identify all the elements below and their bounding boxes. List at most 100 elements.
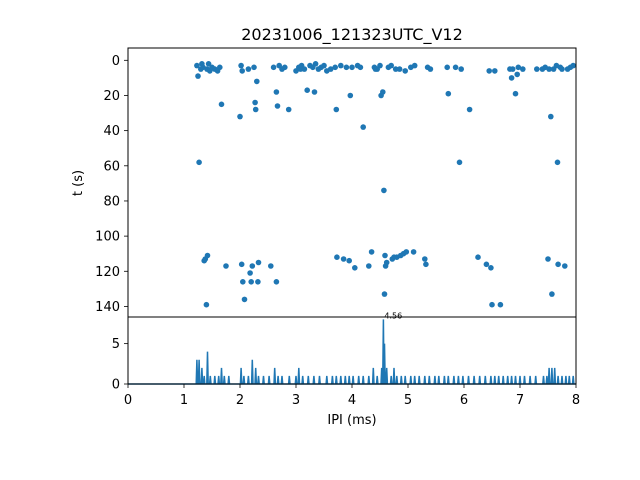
scatter-point — [333, 106, 340, 113]
scatter-point — [203, 301, 210, 308]
scatter-point — [301, 66, 308, 72]
scatter-point — [343, 64, 350, 71]
scatter-point — [554, 159, 561, 166]
scatter-point — [444, 64, 451, 71]
scatter-point — [360, 124, 367, 130]
histogram-line — [128, 319, 576, 385]
scatter-point — [381, 187, 387, 194]
scatter-point — [509, 66, 516, 72]
scatter-point — [382, 252, 388, 259]
histogram-x-tick-label: 1 — [180, 393, 188, 408]
scatter-point — [352, 265, 358, 271]
scatter-point — [456, 159, 463, 166]
scatter-point — [534, 66, 540, 72]
scatter-point — [240, 279, 246, 285]
scatter-point — [423, 261, 429, 268]
scatter-point — [452, 64, 459, 71]
scatter-point — [546, 66, 552, 72]
scatter-point — [255, 259, 262, 266]
scatter-point — [555, 261, 561, 268]
histogram-x-tick-label: 0 — [124, 393, 132, 408]
scatter-point — [445, 90, 452, 97]
scatter-point — [514, 71, 520, 78]
scatter-y-tick-label: 120 — [95, 265, 120, 280]
scatter-point — [562, 263, 568, 269]
peak-annotation: 4.56 — [384, 311, 402, 320]
scatter-point — [249, 263, 256, 269]
scatter-point — [273, 279, 280, 285]
histogram-y-tick-label: 5 — [112, 337, 120, 352]
scatter-point — [458, 66, 465, 72]
scatter-point — [403, 249, 410, 255]
scatter-point — [497, 301, 504, 308]
scatter-point — [366, 263, 372, 269]
histogram-x-tick-label: 7 — [516, 393, 524, 408]
histogram-x-tick-label: 8 — [572, 393, 580, 408]
scatter-y-tick-label: 0 — [112, 54, 120, 69]
scatter-point — [332, 64, 339, 71]
scatter-point — [205, 61, 212, 67]
scatter-point — [204, 252, 211, 259]
histogram-x-tick-label: 3 — [292, 393, 300, 408]
scatter-point — [274, 103, 281, 109]
scatter-point — [255, 279, 261, 285]
scatter-point — [427, 66, 434, 72]
scatter-point — [195, 73, 201, 79]
scatter-point — [422, 256, 428, 262]
scatter-point — [545, 256, 551, 262]
scatter-point — [268, 263, 274, 269]
scatter-point — [241, 296, 248, 303]
scatter-y-tick-label: 140 — [95, 300, 120, 315]
scatter-point — [237, 113, 243, 120]
scatter-point — [253, 78, 260, 85]
scatter-point — [248, 279, 254, 285]
scatter-point — [388, 62, 395, 69]
scatter-point — [223, 263, 229, 269]
scatter-points — [194, 61, 576, 308]
scatter-y-tick-label: 20 — [103, 89, 120, 104]
histogram-x-ticks: 0 1 2 3 4 5 6 7 8 — [124, 384, 580, 408]
scatter-point — [357, 64, 364, 71]
scatter-point — [340, 256, 347, 262]
scatter-point — [238, 261, 245, 268]
scatter-point — [488, 265, 494, 271]
scatter-axes-frame — [127, 47, 577, 318]
histogram-x-tick-label: 5 — [404, 393, 412, 408]
scatter-point — [217, 64, 223, 71]
scatter-y-ticks: 0 20 40 60 80 100 120 140 — [95, 54, 128, 315]
scatter-point — [252, 99, 258, 106]
histogram-x-tick-label: 2 — [236, 393, 244, 408]
scatter-point — [321, 62, 327, 69]
scatter-point — [392, 66, 399, 72]
scatter-y-axis-label: t (s) — [71, 170, 86, 196]
histogram-x-tick-label: 6 — [460, 393, 468, 408]
histogram-x-tick-label: 4 — [348, 393, 356, 408]
scatter-point — [194, 62, 200, 69]
scatter-point — [327, 66, 334, 72]
scatter-point — [270, 64, 277, 71]
scatter-point — [489, 301, 495, 308]
scatter-point — [466, 106, 473, 113]
scatter-point — [570, 62, 576, 69]
scatter-y-tick-label: 80 — [103, 194, 120, 209]
chart-title: 20231006_121323UTC_V12 — [241, 25, 463, 45]
histogram-y-ticks: 05 — [112, 337, 128, 393]
scatter-point — [338, 62, 344, 69]
scatter-point — [396, 66, 403, 72]
scatter-point — [334, 254, 340, 260]
scatter-point — [311, 89, 318, 95]
scatter-point — [251, 64, 257, 71]
scatter-point — [515, 64, 522, 71]
scatter-point — [380, 89, 386, 95]
scatter-point — [312, 61, 319, 67]
scatter-point — [548, 113, 554, 120]
scatter-point — [411, 62, 418, 69]
scatter-y-tick-label: 40 — [103, 124, 120, 139]
scatter-point — [549, 291, 555, 297]
scatter-point — [368, 249, 375, 255]
scatter-point — [512, 90, 519, 97]
scatter-point — [196, 159, 202, 166]
scatter-point — [245, 66, 252, 72]
